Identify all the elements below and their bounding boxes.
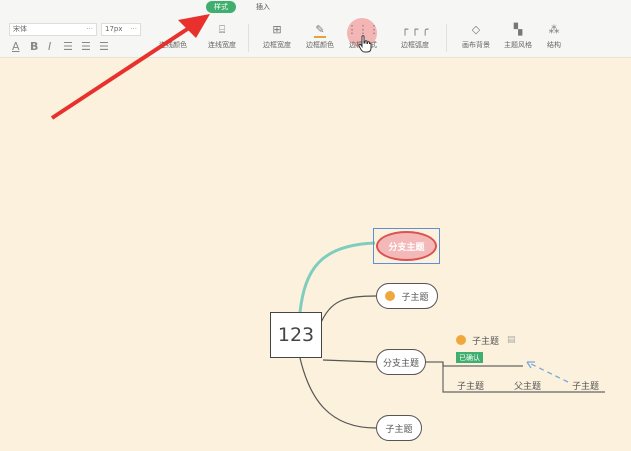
border-width-button[interactable]: ⊞ 边框宽度 [255,22,299,50]
connector [299,357,377,429]
connector-selected [298,241,376,313]
border-color-button[interactable]: ✎ 边框颜色 [298,22,342,50]
font-family-value: 宋体 [13,25,27,33]
canvas-background-button[interactable]: ◇ 画布背景 [454,22,498,50]
topic-label: 子主题 [401,292,429,303]
border-style-icon: ⋮⋮⋮ [346,23,380,36]
border-radius-button[interactable]: ┌ ┌ ╭ 边框弧度 [390,22,440,50]
more-icon: ··· [86,25,93,33]
divider [248,24,249,52]
tool-label: 连线颜色 [159,41,187,49]
bold-button[interactable]: B [30,40,39,53]
connector [322,359,377,363]
line-width-icon: ⌸ [218,23,226,36]
theme-style-icon: ▚ [513,23,523,36]
toolbar: 样式 插入 宋体 ··· 17px ··· A B I ☰ ☰ ☰ 连线颜色 ⌸ 连线… [0,0,631,58]
sub-child-topic[interactable]: 子主题 ▤ [456,333,516,347]
font-family-select[interactable]: 宋体 ··· [9,23,97,36]
structure-button[interactable]: ⁂ 结构 [532,22,576,50]
tab-style[interactable]: 样式 [206,1,236,13]
status-badge: 已确认 [456,352,483,363]
border-width-icon: ⊞ [272,23,282,36]
border-style-button[interactable]: ⋮⋮⋮边框样式 [341,18,385,53]
more-icon: ··· [130,25,137,33]
border-radius-icon: ┌ ┌ ╭ [401,23,429,36]
font-size-value: 17px [105,25,123,33]
tool-label: 结构 [547,41,561,49]
root-topic[interactable]: 123 [270,312,322,358]
topic-label: 子主题 [472,336,500,347]
hand-cursor-icon [358,35,372,53]
connector [442,362,605,393]
align-right-icon[interactable]: ☰ [99,40,109,53]
tool-label: 主题风格 [504,41,532,49]
red-arrowhead [178,14,210,38]
tool-label: 画布背景 [462,41,490,49]
note-icon: ▤ [507,335,516,345]
relation-arrow [526,361,569,383]
divider [446,24,447,52]
border-color-icon: ✎ [314,23,326,38]
align-center-icon[interactable]: ☰ [81,40,91,53]
tree-topic[interactable]: 子主题 [572,382,600,392]
line-width-button[interactable]: ⌸ 连线宽度 [200,22,244,50]
tool-label: 边框弧度 [401,41,429,49]
tool-label: 边框颜色 [306,41,334,49]
canvas-background-icon: ◇ [471,23,481,36]
tool-label: 连线宽度 [208,41,236,49]
line-color-button[interactable]: 连线颜色 [151,22,195,50]
child-topic[interactable]: 子主题 [376,283,438,309]
tree-topic[interactable]: 父主题 [514,382,542,392]
priority-icon [456,335,466,345]
connector [319,295,377,326]
font-color-button[interactable]: A [12,40,20,53]
priority-icon [385,291,396,301]
branch-topic-selected[interactable]: 分支主题 [376,231,437,261]
tree-topic[interactable]: 子主题 [457,382,485,392]
selection-box [373,228,440,264]
font-size-select[interactable]: 17px ··· [101,23,141,36]
tab-insert[interactable]: 插入 [256,3,270,11]
align-left-icon[interactable]: ☰ [63,40,73,53]
structure-icon: ⁂ [548,23,560,36]
italic-button[interactable]: I [48,40,52,53]
red-arrow-annotation [50,20,200,120]
theme-style-button[interactable]: ▚ 主题风格 [496,22,540,50]
branch-topic[interactable]: 分支主题 [376,349,426,375]
child-topic[interactable]: 子主题 [376,415,422,441]
relation-arrowhead [526,361,535,369]
tool-label: 边框宽度 [263,41,291,49]
